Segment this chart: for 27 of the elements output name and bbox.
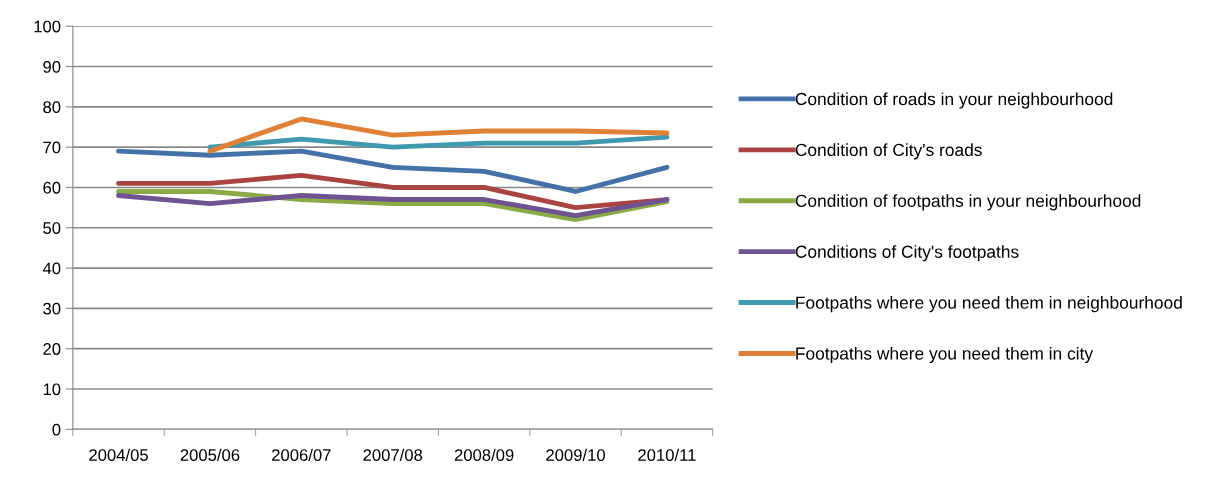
x-tick-label: 2010/11 [638, 448, 696, 461]
y-tick-label: 100 [34, 20, 61, 33]
y-tick-label: 20 [43, 343, 61, 355]
legend-label: Condition of roads in your neighbourhood [795, 92, 1113, 109]
x-tick-label: 2009/10 [546, 448, 605, 461]
legend-label: Condition of City's roads [795, 143, 982, 160]
legend-label: Footpaths where you need them in city [796, 346, 1094, 364]
x-tick-label: 2008/09 [454, 448, 514, 461]
x-tick-label: 2004/05 [89, 448, 148, 461]
y-tick-label: 60 [43, 181, 61, 194]
y-tick-label: 70 [43, 141, 61, 154]
legend-label: Footpaths where you need them in neighbourhood [796, 296, 1182, 313]
line-series [207, 134, 670, 150]
y-tick-label: 40 [42, 262, 61, 275]
legend-label: Condition of footpaths in your neighbourhood [795, 194, 1141, 211]
x-tick-label: 2005/06 [180, 448, 240, 461]
y-tick-label: 80 [43, 101, 61, 114]
x-tick-label: 2006/07 [272, 448, 331, 461]
line-series [116, 148, 670, 194]
y-tick-label: 50 [43, 222, 61, 234]
y-tick-label: 90 [43, 60, 61, 73]
x-tick-label: 2007/08 [363, 448, 423, 461]
line-series [207, 116, 670, 154]
y-tick-label: 0 [52, 423, 61, 436]
y-tick-label: 10 [43, 383, 61, 396]
y-tick-label: 30 [43, 302, 61, 315]
legend-label: Conditions of City's footpaths [795, 245, 1019, 262]
